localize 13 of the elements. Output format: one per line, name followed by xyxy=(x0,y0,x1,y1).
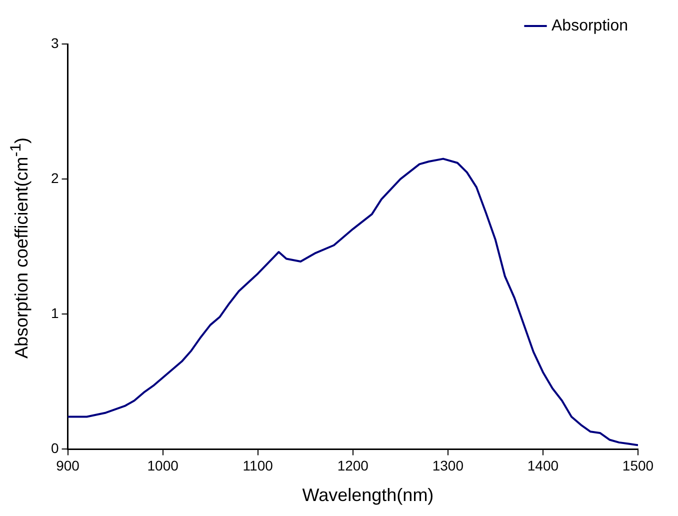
y-tick-label: 2 xyxy=(50,170,59,186)
y-tick-label: 1 xyxy=(50,304,59,321)
legend-label: Absorption xyxy=(552,17,628,34)
x-tick-label: 1200 xyxy=(337,457,369,474)
x-tick-label: 1300 xyxy=(432,457,464,474)
x-tick-label: 1400 xyxy=(527,457,559,474)
y-tick-label: 3 xyxy=(50,34,59,51)
x-tick-label: 900 xyxy=(56,457,80,474)
y-tick-label: 0 xyxy=(50,440,59,456)
x-tick-label: 1100 xyxy=(242,457,274,474)
x-axis-title: Wavelength(nm) xyxy=(301,485,435,506)
x-tick-label: 1500 xyxy=(622,457,654,474)
x-tick-label: 1000 xyxy=(147,457,179,474)
